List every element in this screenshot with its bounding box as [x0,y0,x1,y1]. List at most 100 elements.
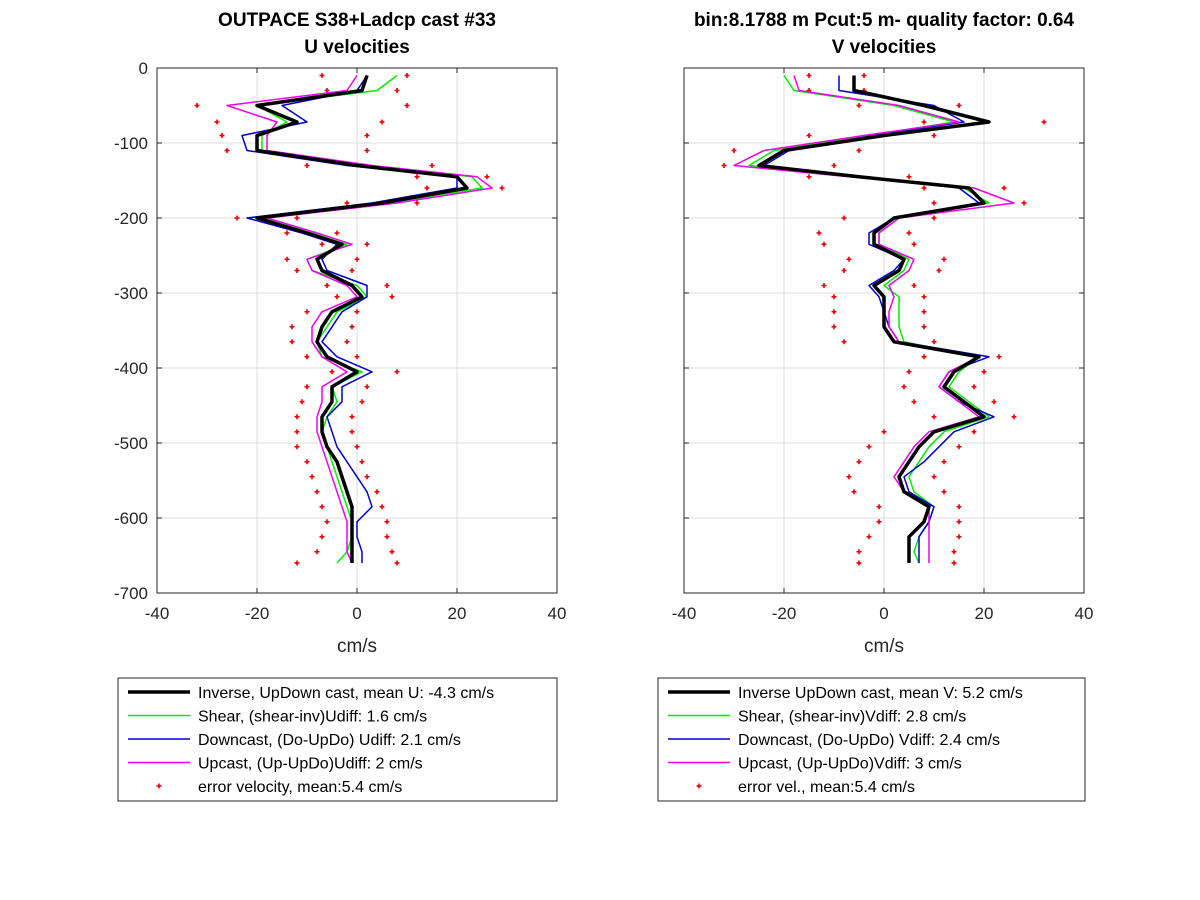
u-error-velocity-marker [304,384,310,390]
u-error-velocity-marker [194,103,200,108]
u-x-tick-labels: -40 -20 0 20 40 [145,604,567,623]
v-error-velocity-marker [1041,119,1047,125]
u-error-velocity-marker [349,268,355,273]
u-error-velocity-marker [319,534,325,540]
v-error-velocity-marker [941,489,947,495]
u-error-velocity-marker [374,489,380,495]
u-error-velocity-marker [299,399,305,405]
u-error-velocity-marker [294,414,300,420]
v-error-velocity-marker [921,185,927,191]
u-error-velocity-marker [414,200,420,206]
v-error-velocity-marker [806,174,812,180]
v-error-velocity-marker [876,519,882,525]
u-error-velocity-marker [354,309,360,315]
u-error-velocity-marker [389,294,395,300]
u-error-velocity-marker [319,241,325,247]
u-legend-entry: Shear, (shear-inv)Udiff: 1.6 cm/s [198,709,427,726]
v-error-velocity-marker [806,73,812,78]
u-y-tick-label: -600 [114,509,148,528]
v-x-tick-label: 0 [879,604,888,623]
v-x-tick-label: -40 [672,604,697,623]
v-error-velocity-marker [821,241,827,247]
u-error-velocity-marker [414,174,420,180]
v-error-velocity-marker [911,241,917,247]
v-error-velocity-marker [931,200,937,206]
u-axes-box [156,67,558,594]
u-error-velocity-marker [319,73,325,78]
u-y-tick-label: -400 [114,359,148,378]
v-x-tick-label: 20 [975,604,994,623]
u-error-velocity-marker [394,560,400,566]
u-title-line1: OUTPACE S38+Ladcp cast #33 [218,10,496,31]
v-error-velocity-marker [921,354,927,360]
u-error-velocity-marker [334,230,340,236]
u-error-velocity-marker [314,489,320,495]
v-x-axis-label: cm/s [864,636,904,657]
v-series-line-1 [748,75,990,564]
v-error-velocity-marker [941,256,947,262]
u-error-velocity-marker [394,88,400,93]
u-error-velocity-marker [359,399,365,405]
v-error-velocity-marker [846,474,852,480]
u-error-velocity-marker [294,429,300,435]
u-error-velocity-marker [349,324,355,330]
v-x-tick-label: 40 [1075,604,1094,623]
u-error-velocity-marker [219,133,225,138]
u-error-velocity-marker [359,459,365,465]
v-error-velocity-marker [936,268,942,273]
v-error-velocity-marker [931,133,937,138]
v-error-velocity-marker [816,230,822,236]
u-y-tick-label: -300 [114,284,148,303]
v-error-velocity-marker [911,399,917,405]
u-x-tick-label: 20 [448,604,467,623]
u-error-velocity-marker [304,163,310,168]
v-error-velocity-marker [841,268,847,273]
u-error-velocity-marker [319,504,325,510]
v-error-velocity-marker [721,163,727,168]
v-error-velocity-marker [856,549,862,555]
v-legend: Inverse UpDown cast, mean V: 5.2 cm/s She… [657,677,1086,802]
v-error-velocity-marker [931,414,937,420]
v-error-velocity-marker [1001,185,1007,191]
u-series-line-3 [226,75,493,564]
u-error-velocity-marker [284,256,290,262]
u-grid [156,67,558,594]
v-error-velocity-marker [881,429,887,435]
v-legend-entry: error vel., mean:5.4 cm/s [738,779,915,796]
v-series-line-0 [757,75,991,563]
u-error-velocity-marker [324,88,330,93]
u-series-line-0 [255,74,469,563]
v-legend-entry: Inverse UpDown cast, mean V: 5.2 cm/s [738,685,1023,702]
v-error-velocity-marker [921,119,927,125]
v-error-velocity-marker [856,148,862,153]
v-axes-box [683,67,1085,594]
u-error-velocity-marker [344,339,350,345]
v-error-velocity-marker [906,369,912,375]
u-error-velocity-marker [379,119,385,125]
u-error-velocity-marker [354,444,360,450]
v-error-velocity-marker [901,384,907,390]
u-x-tick-label: -20 [245,604,270,623]
u-error-velocity-marker [384,283,390,288]
v-error-velocity-marker [921,324,927,330]
u-error-velocity-marker [224,148,230,153]
v-error-velocity-marker [856,459,862,465]
v-title-line2: V velocities [832,37,937,58]
v-error-velocity-marker [1021,200,1027,206]
v-velocity-panel: bin:8.1788 m Pcut:5 m- quality factor: 0… [657,10,1094,802]
u-error-velocity-marker [394,369,400,375]
v-series [721,73,1047,566]
u-x-tick-label: 0 [352,604,361,623]
u-error-velocity-marker [329,369,335,375]
u-x-tick-label: 40 [548,604,567,623]
v-error-velocity-marker [841,339,847,345]
u-error-velocity-marker [214,119,220,125]
v-error-velocity-marker [831,324,837,330]
u-error-velocity-marker [379,504,385,510]
u-legend-box [117,677,558,802]
u-velocity-panel: OUTPACE S38+Ladcp cast #33 U velocities … [114,10,567,802]
u-y-tick-label: -200 [114,209,148,228]
u-series [194,73,505,566]
u-error-velocity-marker [294,444,300,450]
